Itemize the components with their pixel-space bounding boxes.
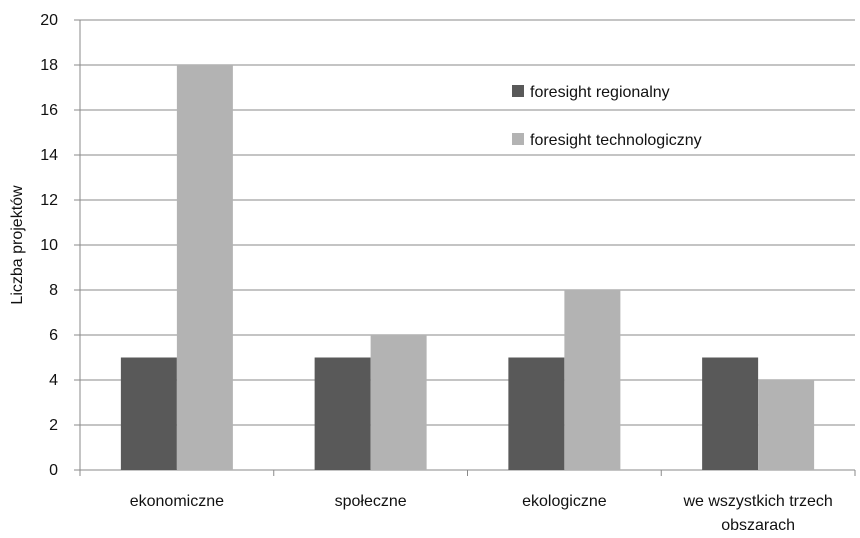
y-tick-label: 6 [49,327,58,344]
y-tick-label: 18 [40,57,58,74]
legend-swatch [512,85,524,97]
bar-technological [564,290,621,470]
y-tick-label: 8 [49,282,58,299]
bar-technological [370,335,427,470]
legend-label: foresight regionalny [530,84,670,101]
y-tick-label: 14 [40,147,58,164]
bar-regional [314,357,371,470]
y-tick-label: 12 [40,192,58,209]
y-tick-label: 0 [49,462,58,479]
bar-regional [702,357,759,470]
bar-regional [120,357,177,470]
y-tick-label: 2 [49,417,58,434]
y-tick-label: 10 [40,237,58,254]
legend-swatch [512,133,524,145]
y-tick-label: 4 [49,372,58,389]
bar-technological [758,380,815,470]
x-category-label: obszarach [721,517,795,534]
x-category-label: ekonomiczne [130,493,224,510]
x-category-label: we wszystkich trzech [682,493,832,510]
x-category-label: ekologiczne [522,493,607,510]
y-axis-label: Liczba projektów [9,185,26,305]
legend-label: foresight technologiczny [530,132,702,149]
bar-technological [176,65,233,470]
x-category-label: społeczne [335,493,407,510]
y-tick-label: 16 [40,102,58,119]
y-tick-label: 20 [40,12,58,29]
bar-regional [508,357,565,470]
